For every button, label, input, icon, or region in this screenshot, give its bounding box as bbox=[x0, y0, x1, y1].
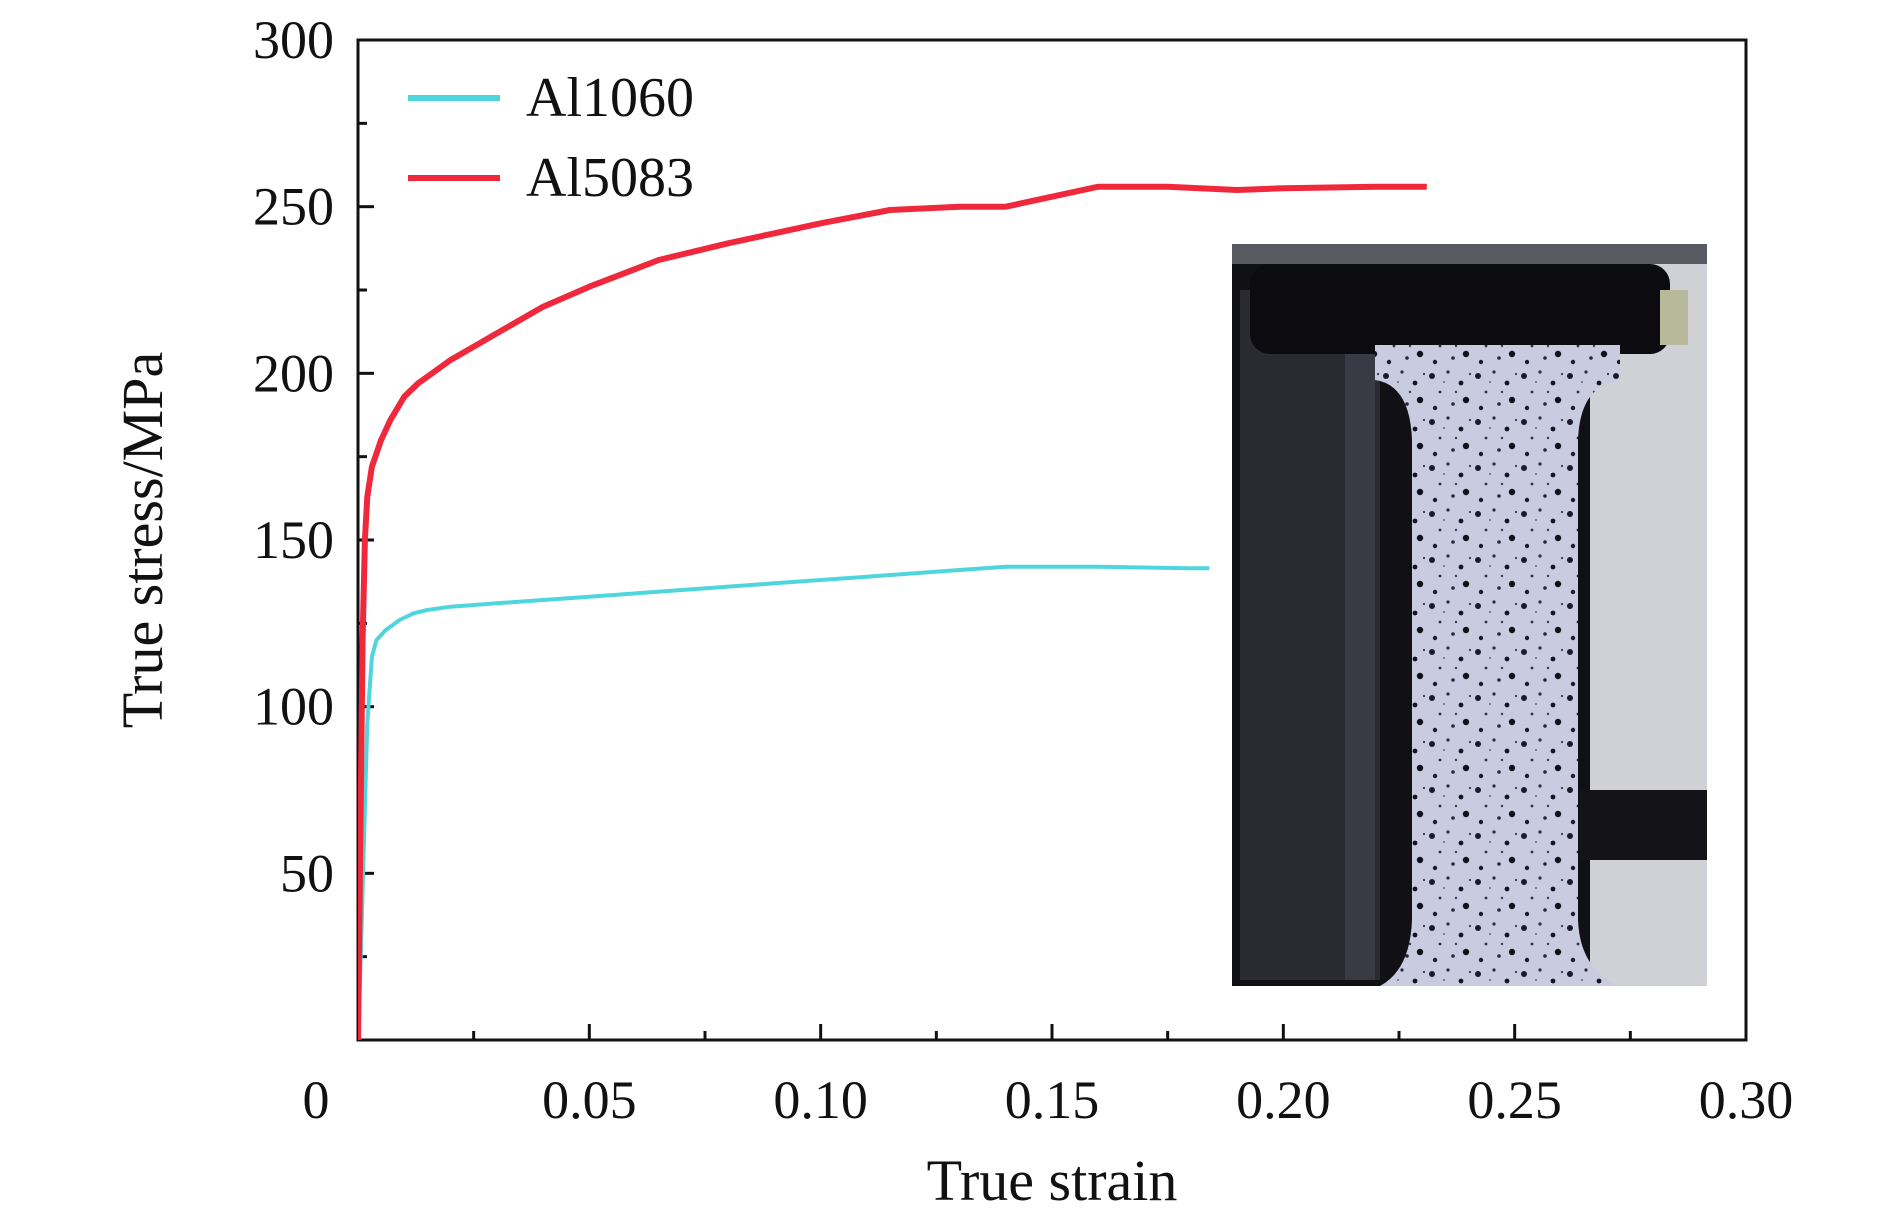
y-tick-label: 200 bbox=[253, 343, 334, 403]
y-axis-title: True stress/MPa bbox=[110, 352, 175, 729]
y-tick-label: 150 bbox=[253, 510, 334, 570]
y-tick-label: 250 bbox=[253, 177, 334, 237]
x-tick-label: 0.15 bbox=[1005, 1070, 1100, 1130]
x-tick-label: 0.20 bbox=[1236, 1070, 1331, 1130]
legend-label-al1060: Al1060 bbox=[526, 67, 694, 129]
series-line-al1060 bbox=[358, 564, 1210, 1040]
legend: Al1060 Al5083 bbox=[408, 67, 694, 209]
x-tick-label: 0 bbox=[303, 1070, 330, 1130]
series-line-al5083 bbox=[358, 183, 1427, 1040]
x-axis-title: True strain bbox=[927, 1148, 1178, 1213]
y-tick-label: 50 bbox=[280, 843, 334, 903]
x-tick-label: 0.10 bbox=[773, 1070, 868, 1130]
legend-label-al5083: Al5083 bbox=[526, 147, 694, 209]
inset-specimen-photo bbox=[1232, 244, 1707, 986]
y-tick-label: 100 bbox=[253, 677, 334, 737]
x-tick-label: 0.05 bbox=[542, 1070, 637, 1130]
x-tick-label: 0.30 bbox=[1699, 1070, 1794, 1130]
x-tick-label: 0.25 bbox=[1467, 1070, 1562, 1130]
y-tick-label: 300 bbox=[253, 10, 334, 70]
